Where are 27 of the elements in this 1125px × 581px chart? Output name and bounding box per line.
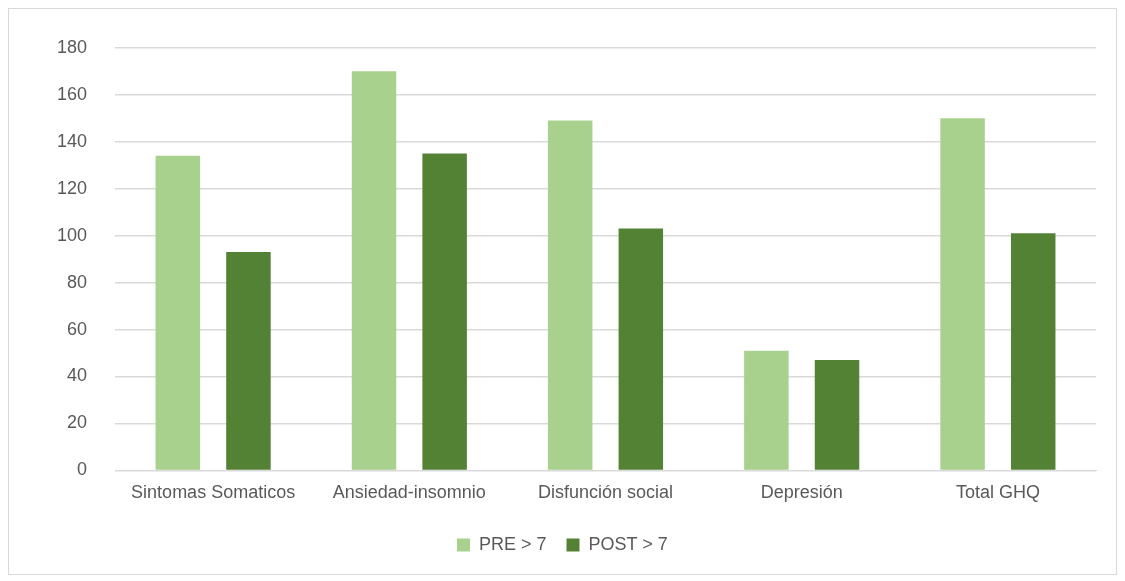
x-tick-label: Disfunción social — [537, 482, 674, 503]
bar — [226, 252, 271, 470]
bar — [351, 71, 397, 470]
bar — [422, 153, 467, 470]
bar — [618, 228, 664, 470]
y-tick-label: 100 — [56, 224, 88, 245]
x-tick-label: Depresión — [760, 482, 843, 503]
y-tick-label: 160 — [56, 83, 88, 104]
x-tick-label: Sintomas Somaticos — [131, 482, 296, 503]
bar — [814, 360, 860, 470]
y-tick-label: 140 — [56, 130, 88, 151]
bar — [547, 120, 593, 470]
y-tick-label: 20 — [67, 412, 88, 433]
bar — [1010, 233, 1056, 470]
y-tick-label: 0 — [77, 459, 88, 480]
bar — [155, 155, 201, 470]
legend-label: PRE > 7 — [478, 533, 547, 554]
y-tick-label: 40 — [67, 365, 88, 386]
y-tick-label: 180 — [56, 36, 88, 57]
legend-label: POST > 7 — [588, 533, 668, 554]
y-tick-label: 120 — [56, 177, 88, 198]
bar — [744, 350, 789, 470]
y-tick-label: 80 — [67, 271, 88, 292]
bar — [940, 118, 985, 470]
y-tick-label: 60 — [67, 318, 88, 339]
x-tick-label: Total GHQ — [955, 482, 1040, 503]
x-tick-label: Ansiedad-insomnio — [332, 482, 486, 503]
